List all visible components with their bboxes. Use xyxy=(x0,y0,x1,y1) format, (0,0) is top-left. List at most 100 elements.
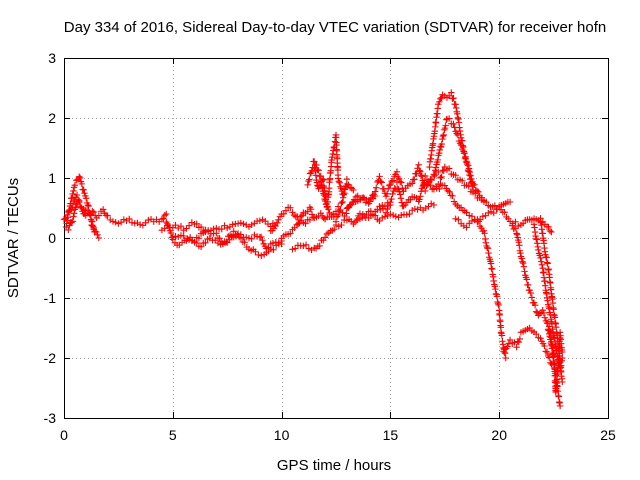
data-point xyxy=(326,175,334,182)
data-point xyxy=(142,219,149,227)
data-point xyxy=(485,209,492,217)
data-point xyxy=(252,248,259,255)
data-point xyxy=(437,143,445,151)
data-point xyxy=(432,167,439,174)
data-point xyxy=(377,206,384,214)
data-point xyxy=(531,301,539,309)
data-point xyxy=(99,206,107,213)
data-point xyxy=(556,402,564,410)
data-point xyxy=(504,343,511,350)
x-tick-label: 0 xyxy=(60,427,68,443)
data-point xyxy=(445,92,453,100)
data-point xyxy=(350,186,357,194)
y-tick-label: -2 xyxy=(44,350,57,366)
data-point xyxy=(437,95,444,103)
data-point xyxy=(388,195,395,203)
data-point xyxy=(251,231,258,239)
y-tick-label: 1 xyxy=(48,170,56,186)
data-point xyxy=(518,255,525,262)
data-point xyxy=(371,188,379,195)
data-point xyxy=(73,177,80,184)
data-point xyxy=(338,221,345,229)
data-point xyxy=(163,210,170,218)
data-point xyxy=(167,229,175,237)
data-point xyxy=(448,89,455,96)
data-point xyxy=(417,193,424,200)
data-point xyxy=(555,356,562,363)
data-point xyxy=(425,203,432,210)
data-point xyxy=(241,239,248,246)
data-point xyxy=(183,225,190,232)
data-point xyxy=(452,215,459,222)
data-point xyxy=(278,240,285,248)
data-point xyxy=(536,310,544,317)
data-point xyxy=(416,196,423,203)
data-point xyxy=(389,177,397,184)
data-point xyxy=(321,234,329,241)
data-point xyxy=(379,201,386,209)
data-point xyxy=(307,205,315,213)
data-point xyxy=(422,172,429,180)
data-point xyxy=(195,235,203,242)
data-point xyxy=(455,216,462,223)
data-point xyxy=(248,235,255,242)
y-tick-label: -3 xyxy=(44,410,57,426)
data-point xyxy=(383,190,391,198)
data-point xyxy=(243,234,250,241)
data-point xyxy=(332,218,340,225)
data-point xyxy=(76,174,84,182)
y-tick-label: -1 xyxy=(44,290,57,306)
data-point xyxy=(541,342,548,350)
data-point xyxy=(183,237,190,244)
data-point xyxy=(537,335,544,342)
data-point xyxy=(72,204,79,211)
data-point xyxy=(341,189,348,197)
data-point xyxy=(256,217,264,224)
data-point xyxy=(526,286,533,294)
data-point xyxy=(180,232,187,240)
data-point xyxy=(553,324,560,331)
data-point xyxy=(395,175,403,182)
data-point xyxy=(335,178,343,185)
data-point xyxy=(275,216,282,223)
data-point xyxy=(107,216,114,224)
data-point xyxy=(366,198,374,205)
data-point xyxy=(160,215,167,222)
data-point xyxy=(237,219,244,227)
data-point xyxy=(471,181,478,188)
data-point xyxy=(436,98,443,106)
data-point xyxy=(304,208,311,215)
data-point xyxy=(482,212,489,219)
data-point xyxy=(109,218,117,225)
data-point xyxy=(360,194,367,201)
data-point xyxy=(300,242,307,250)
data-point xyxy=(382,209,390,216)
data-point xyxy=(413,170,420,177)
data-point xyxy=(71,181,79,189)
data-point xyxy=(389,211,397,219)
data-point xyxy=(439,135,446,143)
data-point xyxy=(158,215,166,223)
data-point xyxy=(78,180,86,188)
data-point xyxy=(457,141,465,149)
data-point xyxy=(416,167,423,174)
data-point xyxy=(90,226,97,233)
data-point xyxy=(115,220,122,227)
data-point xyxy=(544,352,552,360)
data-point xyxy=(172,221,179,229)
data-point xyxy=(510,225,517,233)
data-point xyxy=(136,221,144,228)
data-point xyxy=(259,216,266,223)
data-point xyxy=(403,211,410,218)
data-point xyxy=(325,206,332,213)
data-point xyxy=(77,203,84,210)
data-point xyxy=(311,158,318,165)
data-point xyxy=(441,182,448,189)
data-point xyxy=(543,348,551,356)
data-point xyxy=(539,306,546,314)
y-tick-label: 3 xyxy=(48,50,56,66)
data-point xyxy=(519,258,526,265)
data-point xyxy=(86,211,94,218)
data-point xyxy=(411,176,418,183)
data-point xyxy=(450,95,457,102)
